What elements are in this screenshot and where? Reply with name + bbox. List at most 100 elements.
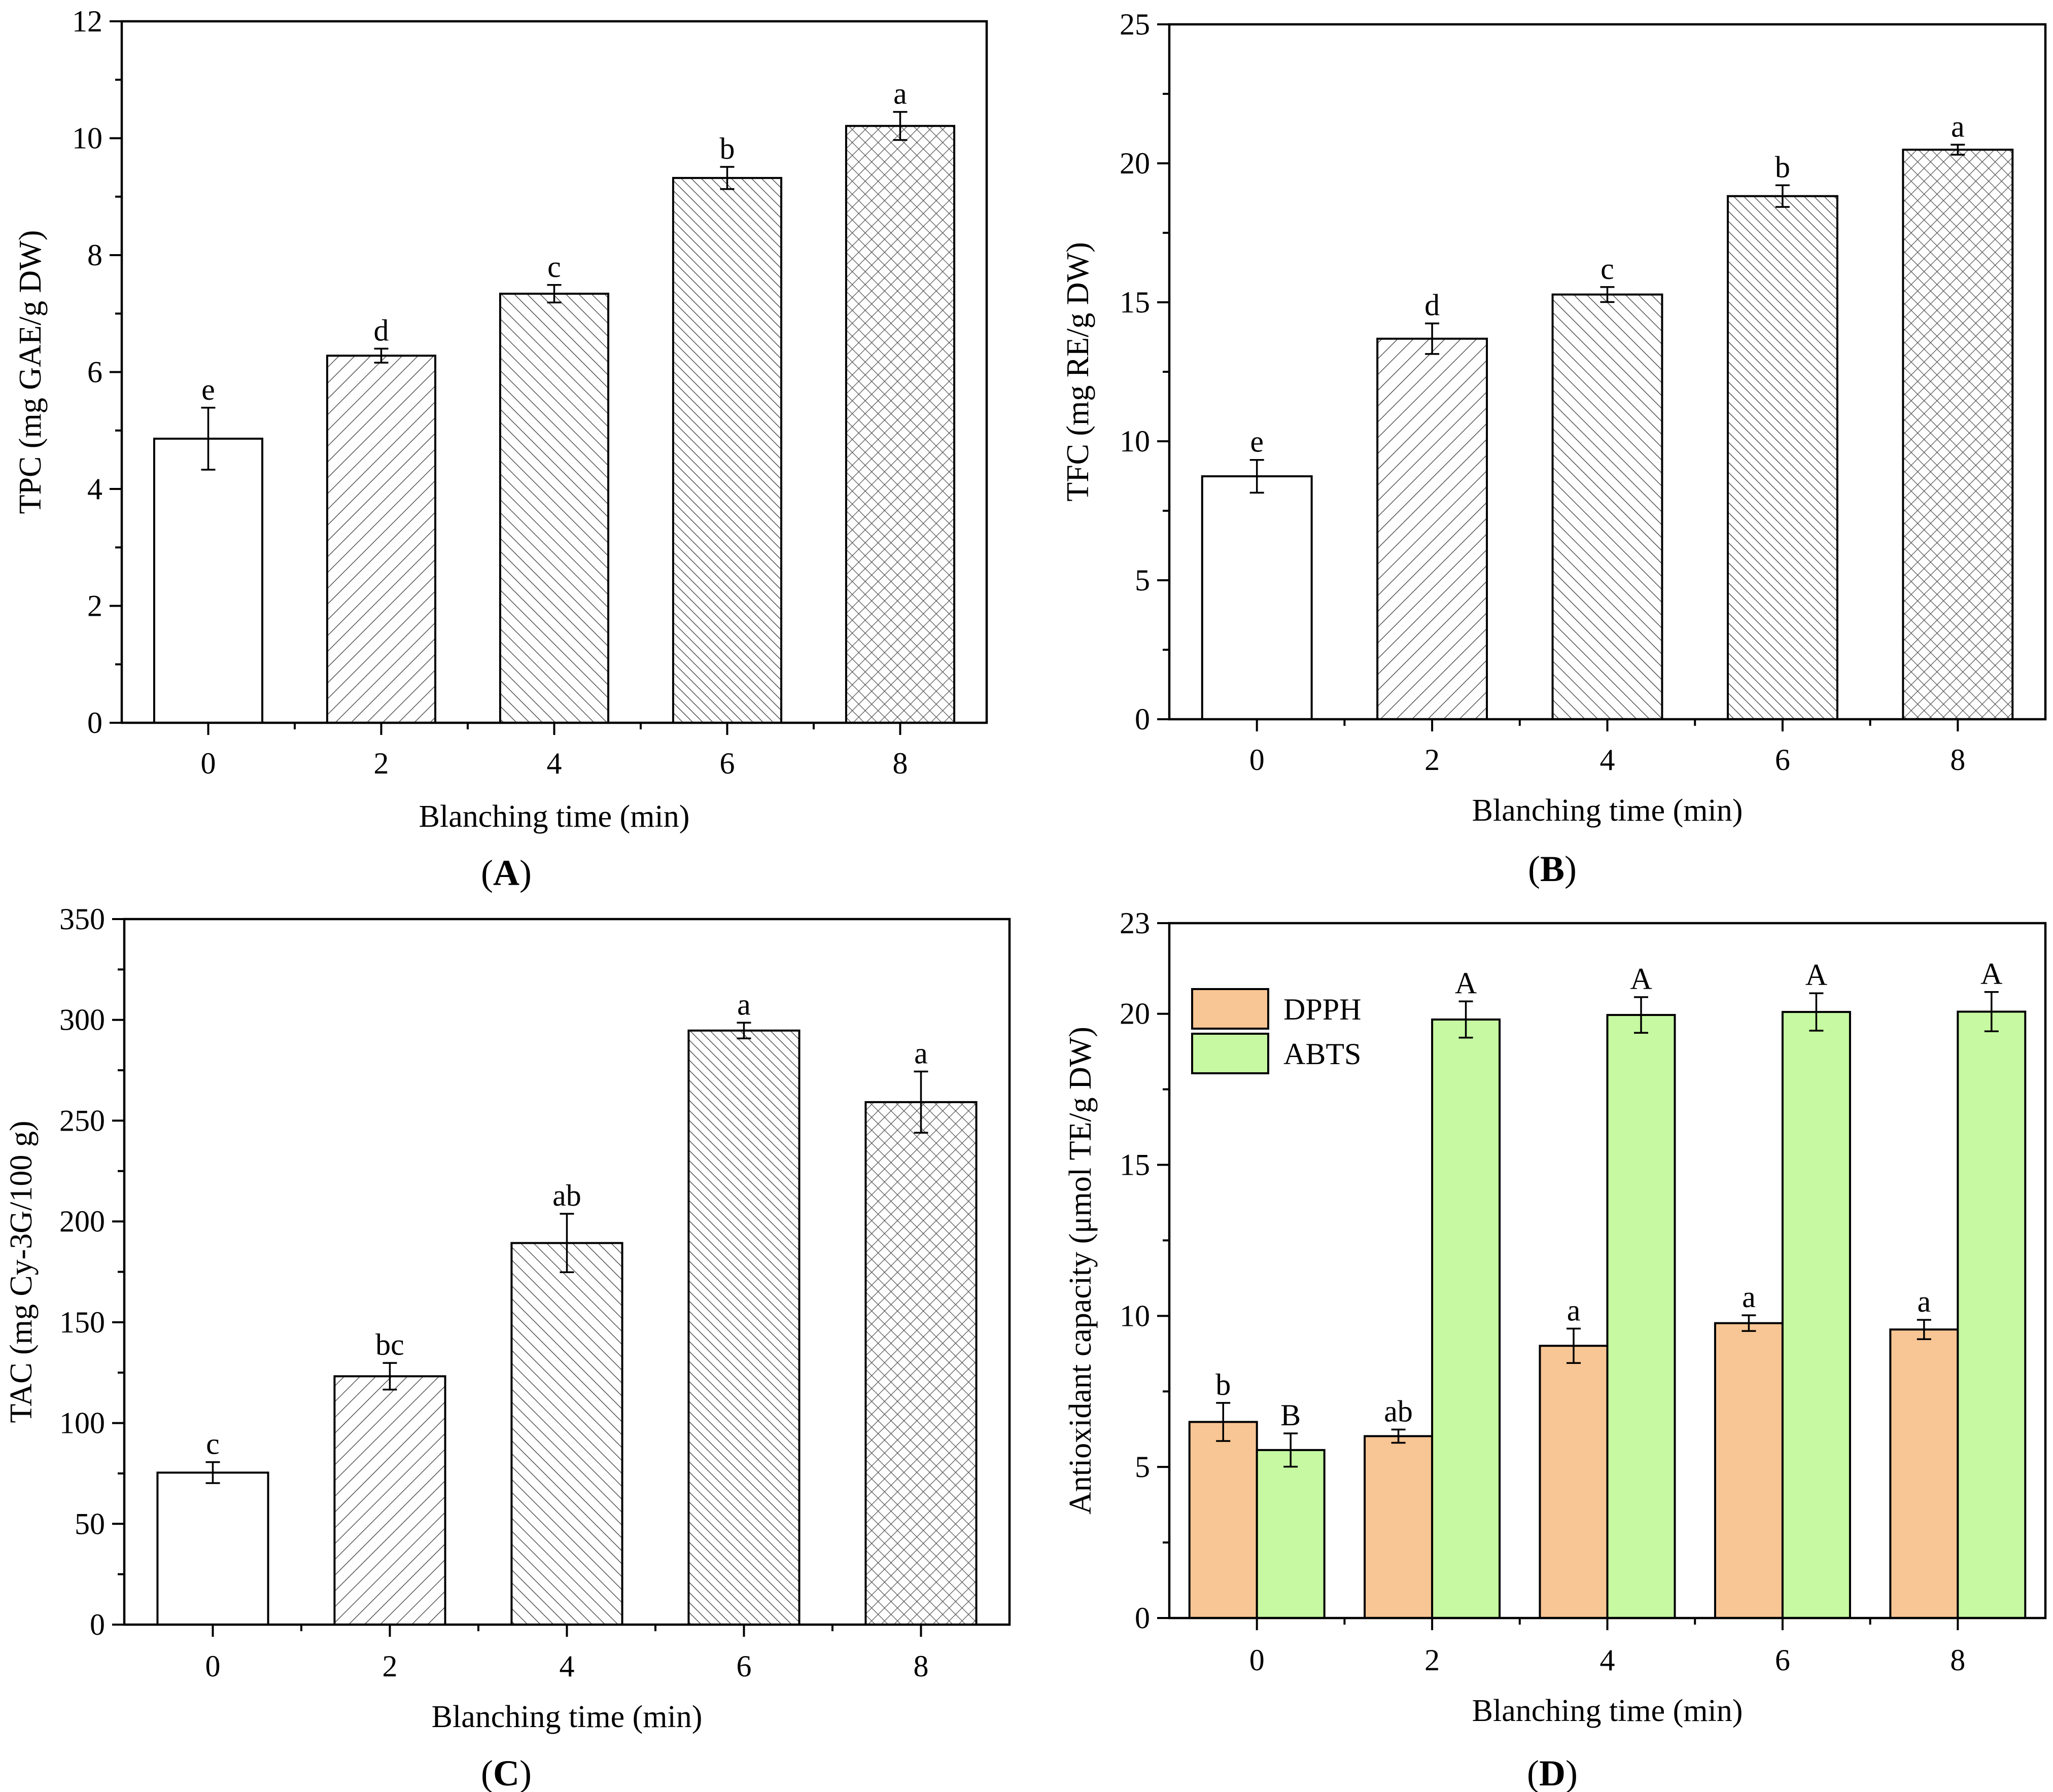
significance-label: b [1215,1368,1231,1401]
bar-abts [1781,1011,1851,1619]
legend-label: DPPH [1283,993,1361,1026]
significance-label: A [1630,962,1652,996]
x-tick-label: 0 [1249,1643,1265,1677]
bar-abts [1431,1018,1501,1619]
significance-label: d [374,313,389,347]
x-tick-label: 6 [1775,743,1790,777]
x-axis-label: Blanching time (min) [1472,793,1743,828]
y-tick-label: 20 [1120,147,1150,180]
error-bar [1809,992,1824,1032]
error-bar [1216,1402,1231,1442]
y-tick-label: 4 [87,472,102,506]
bar-dpph [1714,1322,1784,1620]
y-tick-label: 25 [1120,8,1150,41]
y-axis-label: TPC (mg GAE/g DW) [13,230,48,514]
y-tick-label: 0 [1135,1601,1150,1635]
caption-paren: ) [519,853,532,893]
significance-label: a [893,77,907,111]
y-tick-label: 0 [1135,702,1150,736]
error-bar [1283,1432,1298,1468]
x-tick-label: 0 [201,747,216,780]
significance-label: A [1980,957,2002,991]
caption-paren: ( [1527,1753,1539,1792]
bar-abts [1256,1449,1326,1619]
x-tick-label: 2 [382,1649,398,1683]
y-tick-label: 6 [87,356,102,389]
significance-label: a [737,988,751,1021]
error-bar [382,1362,397,1391]
y-tick-label: 100 [59,1407,105,1440]
y-tick-label: 5 [1135,1450,1150,1484]
significance-label: c [1600,252,1614,286]
panel-a-chart: e d c b a 0 2 4 6 8 10 12 0 2 4 6 8 Blanching time (min) T… [13,5,988,893]
panel-c-chart: c bc ab a a 0 50 100 150 200 250 300 350 0 2 4 6 8 Blanchi… [4,902,1011,1792]
error-bar [201,407,216,471]
y-tick-label: 10 [1120,1299,1150,1332]
y-tick-label: 8 [87,238,102,272]
x-tick-label: 8 [914,1649,929,1683]
caption-letter: B [1540,849,1564,889]
y-tick-label: 150 [59,1306,105,1339]
bar [1376,337,1488,720]
panel-caption: (D) [1527,1753,1578,1792]
significance-label: b [1775,150,1790,184]
error-bar [1951,144,1965,156]
bar [672,177,783,724]
significance-label: c [206,1427,220,1461]
error-bar [1775,184,1790,208]
legend-swatch-dpph [1191,988,1269,1030]
x-tick-label: 8 [1950,1643,1965,1677]
bar [499,293,610,724]
caption-paren: ( [481,853,493,893]
legend-label: ABTS [1283,1037,1361,1071]
significance-label: a [1951,110,1965,143]
x-tick-label: 6 [720,747,735,780]
significance-label: bc [375,1328,404,1361]
y-axis-label: TFC (mg RE/g DW) [1061,242,1095,501]
bar [156,1471,269,1626]
legend-swatch-abts [1191,1033,1269,1074]
y-tick-label: 20 [1120,997,1150,1031]
y-tick-label: 23 [1120,906,1150,940]
bar [864,1101,978,1626]
bar [687,1029,801,1626]
error-bar [1984,991,1999,1032]
x-tick-label: 0 [1249,743,1265,777]
error-bar [1425,322,1440,355]
significance-label: e [201,373,215,406]
x-tick-label: 2 [1424,743,1440,777]
y-tick-label: 15 [1120,1148,1150,1182]
panel-b-chart: e d c b a 0 5 10 15 20 25 0 2 4 6 8 Blanching time (min)… [1061,8,2047,889]
bar [845,125,956,724]
bar-dpph [1188,1421,1258,1619]
y-tick-label: 15 [1120,286,1150,319]
error-bar [1458,1000,1473,1039]
x-tick-label: 2 [374,747,389,780]
error-bar [1600,286,1615,303]
caption-paren: ( [1528,849,1540,889]
panel-caption: (A) [481,853,532,893]
bar [326,355,437,724]
error-bar [560,1213,574,1274]
y-tick-label: 200 [59,1205,105,1238]
x-tick-label: 4 [560,1649,575,1683]
bar [333,1375,446,1626]
y-tick-label: 10 [72,122,102,155]
caption-letter: A [493,853,519,893]
bar [1726,195,1838,721]
error-bar [1249,459,1264,494]
error-bar [547,284,562,304]
bar [1902,149,2014,721]
bar-dpph [1539,1345,1609,1619]
bar-abts [1606,1014,1676,1619]
error-bar [737,1022,751,1040]
error-bar [1391,1428,1406,1444]
y-tick-label: 0 [90,1608,105,1641]
bar-abts [1957,1010,2027,1619]
x-tick-label: 8 [893,747,908,780]
panel-caption: (C) [481,1753,532,1792]
y-tick-label: 250 [59,1104,105,1137]
panel-caption: (B) [1528,849,1577,889]
error-bar [1567,1327,1581,1364]
